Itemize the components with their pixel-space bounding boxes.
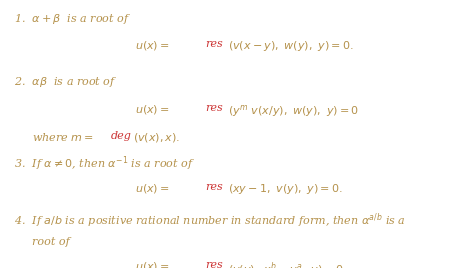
Text: res: res: [205, 39, 223, 49]
Text: $(x y - 1,\ v(y),\ y) = 0.$: $(x y - 1,\ v(y),\ y) = 0.$: [228, 182, 342, 196]
Text: 1.  $\alpha + \beta$  is a root of: 1. $\alpha + \beta$ is a root of: [14, 12, 130, 26]
Text: 2.  $\alpha \beta$  is a root of: 2. $\alpha \beta$ is a root of: [14, 75, 117, 89]
Text: 3.  If $\alpha \neq 0$, then $\alpha^{-1}$ is a root of: 3. If $\alpha \neq 0$, then $\alpha^{-1}…: [14, 154, 195, 173]
Text: $u(x) = $: $u(x) = $: [135, 182, 170, 195]
Text: $(v(x), x).$: $(v(x), x).$: [133, 131, 180, 144]
Text: $u(x) = $: $u(x) = $: [135, 103, 170, 116]
Text: deg: deg: [110, 131, 131, 141]
Text: $u(x) = $: $u(x) = $: [135, 260, 170, 268]
Text: res: res: [205, 260, 223, 268]
Text: 4.  If $a/b$ is a positive rational number in standard form, then $\alpha^{a/b}$: 4. If $a/b$ is a positive rational numbe…: [14, 212, 405, 230]
Text: $(y^m\ v(x/y),\ w(y),\ y) = 0$: $(y^m\ v(x/y),\ w(y),\ y) = 0$: [228, 103, 359, 119]
Text: res: res: [205, 103, 223, 113]
Text: res: res: [205, 182, 223, 192]
Text: $(v(y),\ x^b - y^a,\ y) = 0.$: $(v(y),\ x^b - y^a,\ y) = 0.$: [228, 260, 347, 268]
Text: $(v(x - y),\ w(y),\ y) = 0.$: $(v(x - y),\ w(y),\ y) = 0.$: [228, 39, 353, 53]
Text: where $m = $: where $m = $: [32, 131, 93, 143]
Text: $u(x) = $: $u(x) = $: [135, 39, 170, 52]
Text: root of: root of: [32, 237, 69, 247]
